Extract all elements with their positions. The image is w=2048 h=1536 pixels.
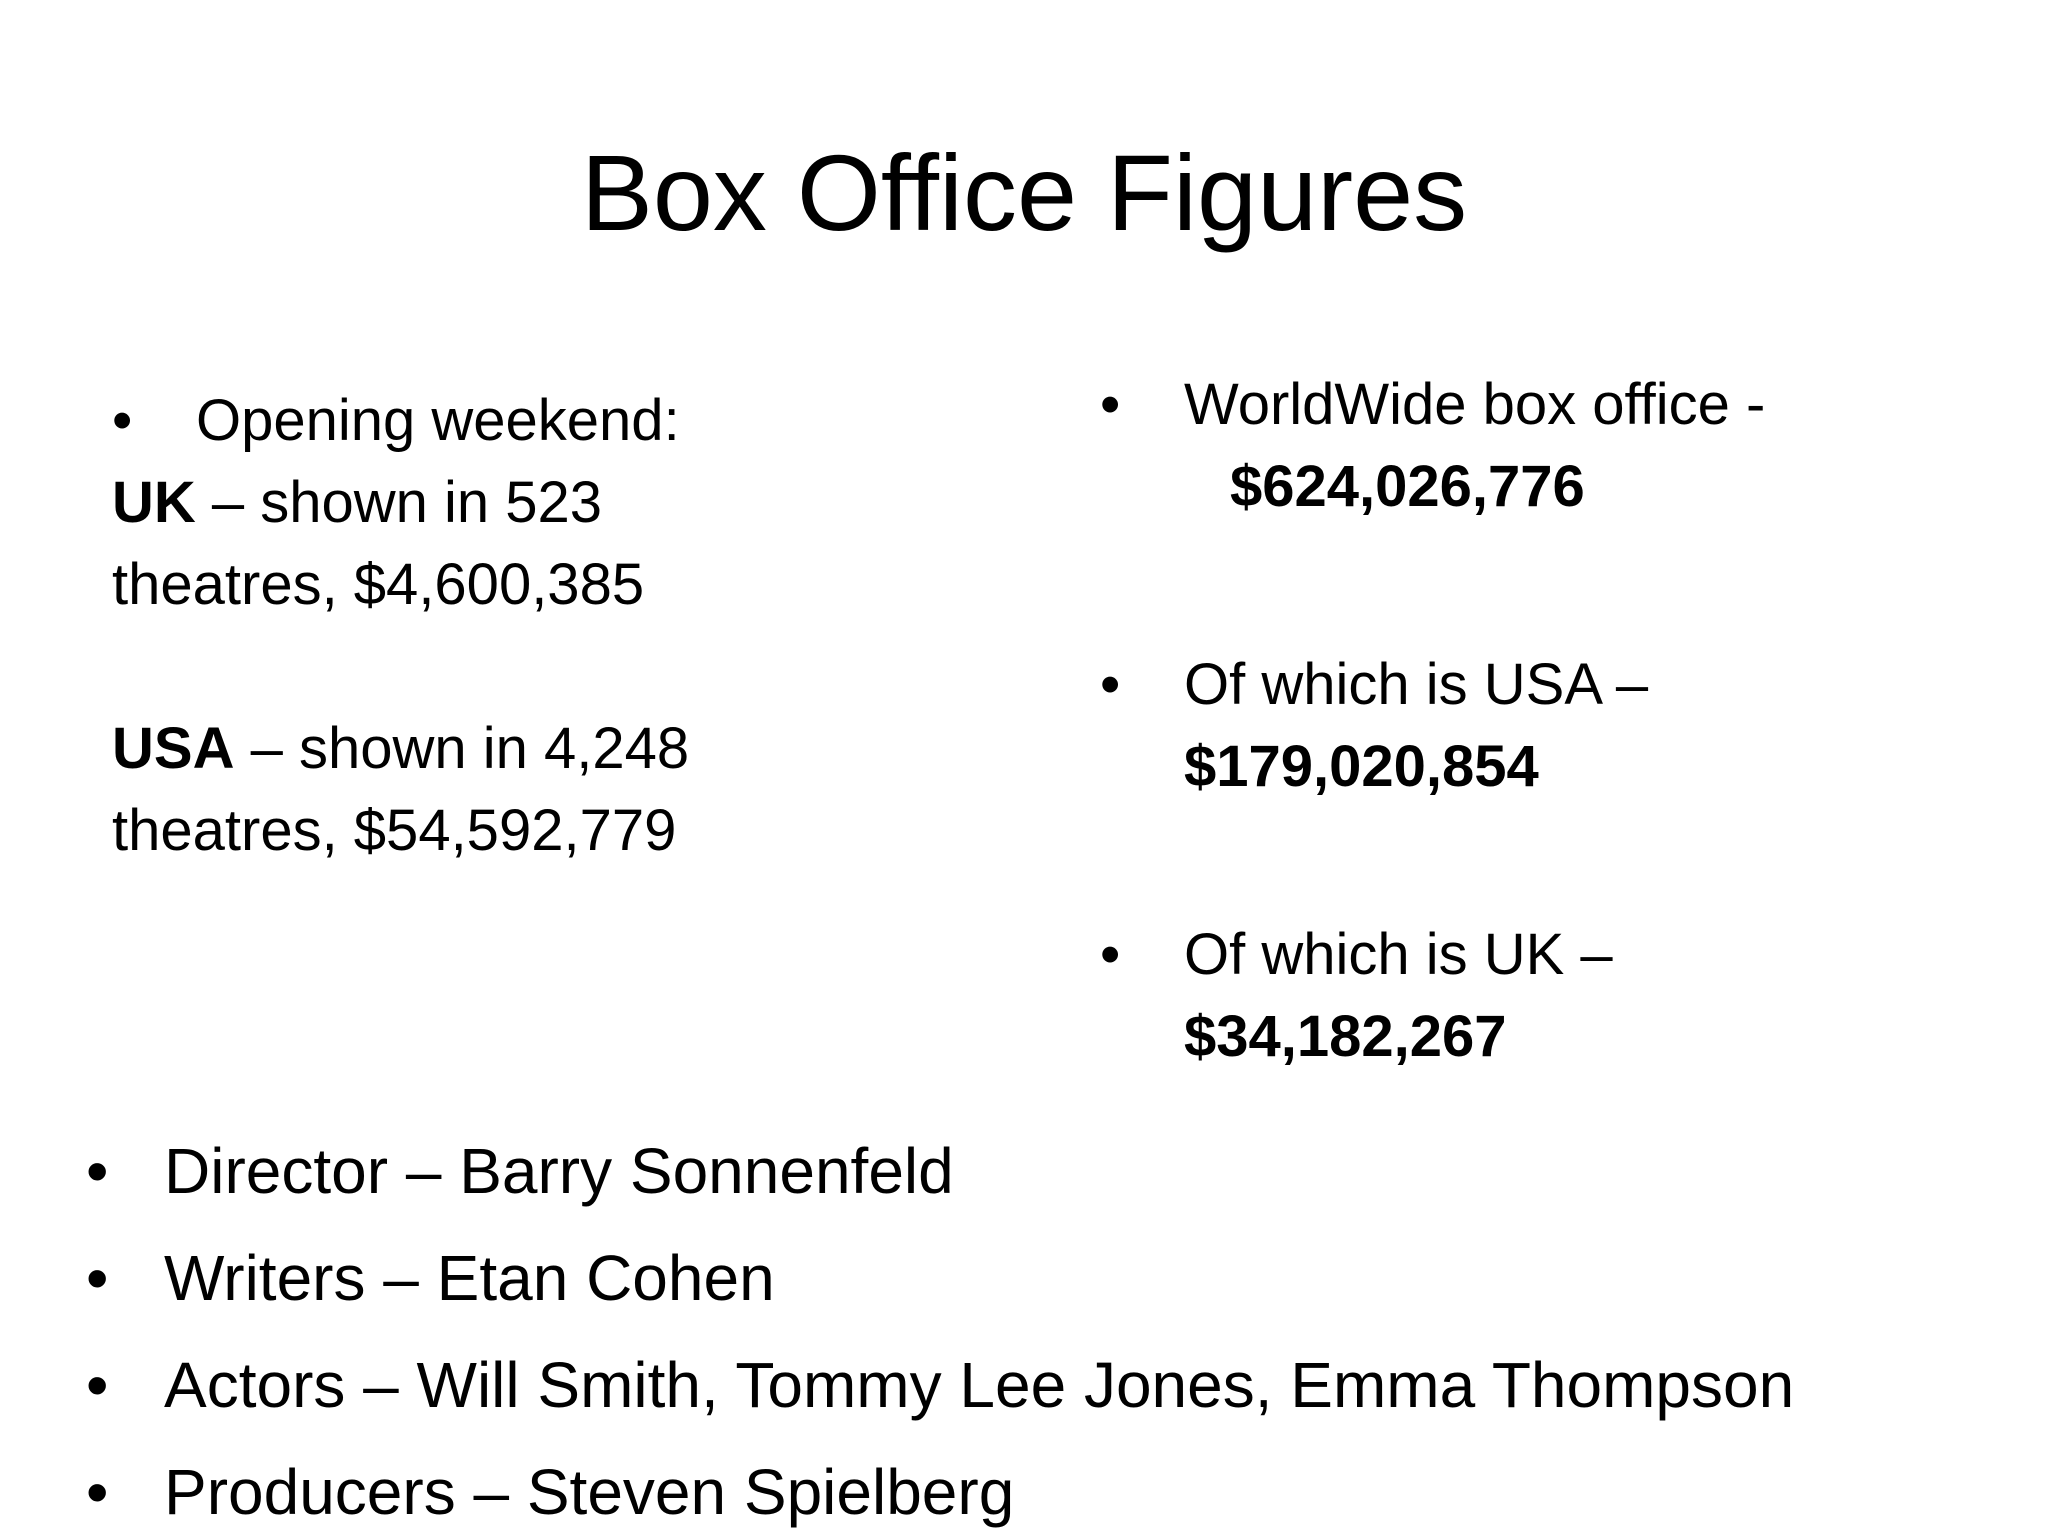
- credit-writers: • Writers – Etan Cohen: [86, 1225, 1986, 1332]
- credit-text: Director – Barry Sonnenfeld: [164, 1135, 954, 1207]
- worldwide-block: • WorldWide box office - $624,026,776 • …: [1100, 364, 2000, 1078]
- opening-weekend-heading: • Opening weekend:: [112, 380, 932, 462]
- usa-total-value: $179,020,854: [1184, 734, 1539, 799]
- credit-director: • Director – Barry Sonnenfeld: [86, 1118, 1986, 1225]
- uk-total-label: Of which is UK –: [1184, 922, 1613, 987]
- spacer: [112, 626, 932, 708]
- bullet-icon: •: [86, 1349, 109, 1421]
- bullet-icon: •: [86, 1456, 109, 1528]
- slide-title: Box Office Figures: [580, 132, 1468, 253]
- usa-total-label: Of which is USA –: [1184, 652, 1649, 717]
- opening-weekend-block: • Opening weekend: UK – shown in 523 the…: [112, 380, 932, 872]
- uk-opening-text: – shown in 523: [195, 470, 603, 535]
- bullet-icon: •: [1100, 372, 1121, 437]
- uk-label: UK: [112, 470, 196, 535]
- credit-text: Writers – Etan Cohen: [164, 1242, 775, 1314]
- uk-total-item: • Of which is UK – $34,182,267: [1100, 914, 2000, 1078]
- opening-weekend-label: Opening weekend:: [196, 388, 680, 453]
- credit-text: Actors – Will Smith, Tommy Lee Jones, Em…: [164, 1349, 1795, 1421]
- bullet-icon: •: [112, 388, 133, 453]
- usa-label: USA: [112, 716, 235, 781]
- credits-list: • Director – Barry Sonnenfeld • Writers …: [86, 1118, 1986, 1536]
- uk-opening-gross: theatres, $4,600,385: [112, 552, 645, 617]
- bullet-icon: •: [86, 1135, 109, 1207]
- credit-actors: • Actors – Will Smith, Tommy Lee Jones, …: [86, 1332, 1986, 1439]
- bullet-icon: •: [86, 1242, 109, 1314]
- worldwide-value: $624,026,776: [1230, 454, 1585, 519]
- bullet-icon: •: [1100, 922, 1121, 987]
- worldwide-label: WorldWide box office -: [1184, 372, 1766, 437]
- uk-total-value: $34,182,267: [1184, 1004, 1507, 1069]
- bullet-icon: •: [1100, 652, 1121, 717]
- credit-producers: • Producers – Steven Spielberg: [86, 1439, 1986, 1536]
- usa-total-item: • Of which is USA – $179,020,854: [1100, 644, 2000, 808]
- uk-opening-line: UK – shown in 523: [112, 462, 932, 544]
- usa-opening-line: USA – shown in 4,248: [112, 708, 932, 790]
- worldwide-item: • WorldWide box office - $624,026,776: [1100, 364, 2000, 528]
- usa-opening-text: – shown in 4,248: [234, 716, 690, 781]
- credit-text: Producers – Steven Spielberg: [164, 1456, 1015, 1528]
- usa-opening-gross: theatres, $54,592,779: [112, 798, 677, 863]
